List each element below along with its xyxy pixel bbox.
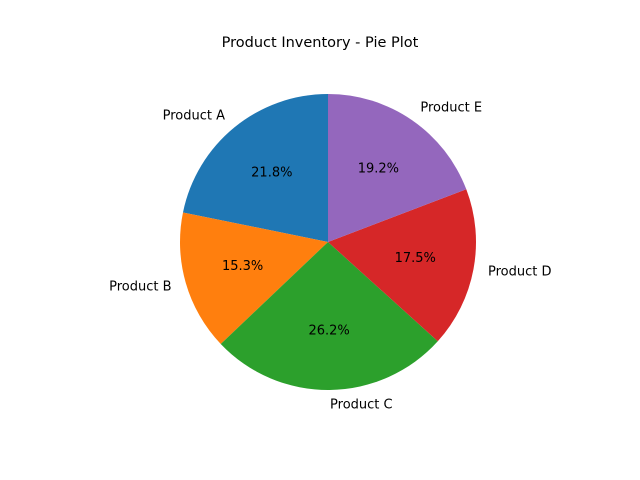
pie-slice-product-d bbox=[328, 189, 477, 342]
category-label-product-e: Product E bbox=[420, 100, 482, 115]
category-label-product-d: Product D bbox=[488, 265, 552, 280]
percent-label-product-d: 17.5% bbox=[395, 251, 436, 266]
percent-labels: 21.8% 15.3% 26.2% 17.5% 19.2% bbox=[222, 161, 436, 338]
pie-slices bbox=[179, 94, 477, 390]
category-labels: Product A Product B Product C Product D Prod… bbox=[109, 100, 551, 412]
pie-slice-product-b bbox=[179, 212, 328, 344]
category-label-product-a: Product A bbox=[163, 108, 225, 123]
pie-slice-product-e bbox=[328, 94, 467, 242]
percent-label-product-a: 21.8% bbox=[251, 166, 292, 181]
percent-label-product-c: 26.2% bbox=[308, 323, 349, 338]
pie-slice-product-a bbox=[182, 94, 328, 242]
percent-label-product-b: 15.3% bbox=[222, 259, 263, 274]
category-label-product-c: Product C bbox=[330, 397, 393, 412]
category-label-product-b: Product B bbox=[109, 279, 171, 294]
chart-title: Product Inventory - Pie Plot bbox=[221, 35, 419, 51]
pie-slice-product-c bbox=[220, 242, 438, 390]
percent-label-product-e: 19.2% bbox=[358, 161, 399, 176]
